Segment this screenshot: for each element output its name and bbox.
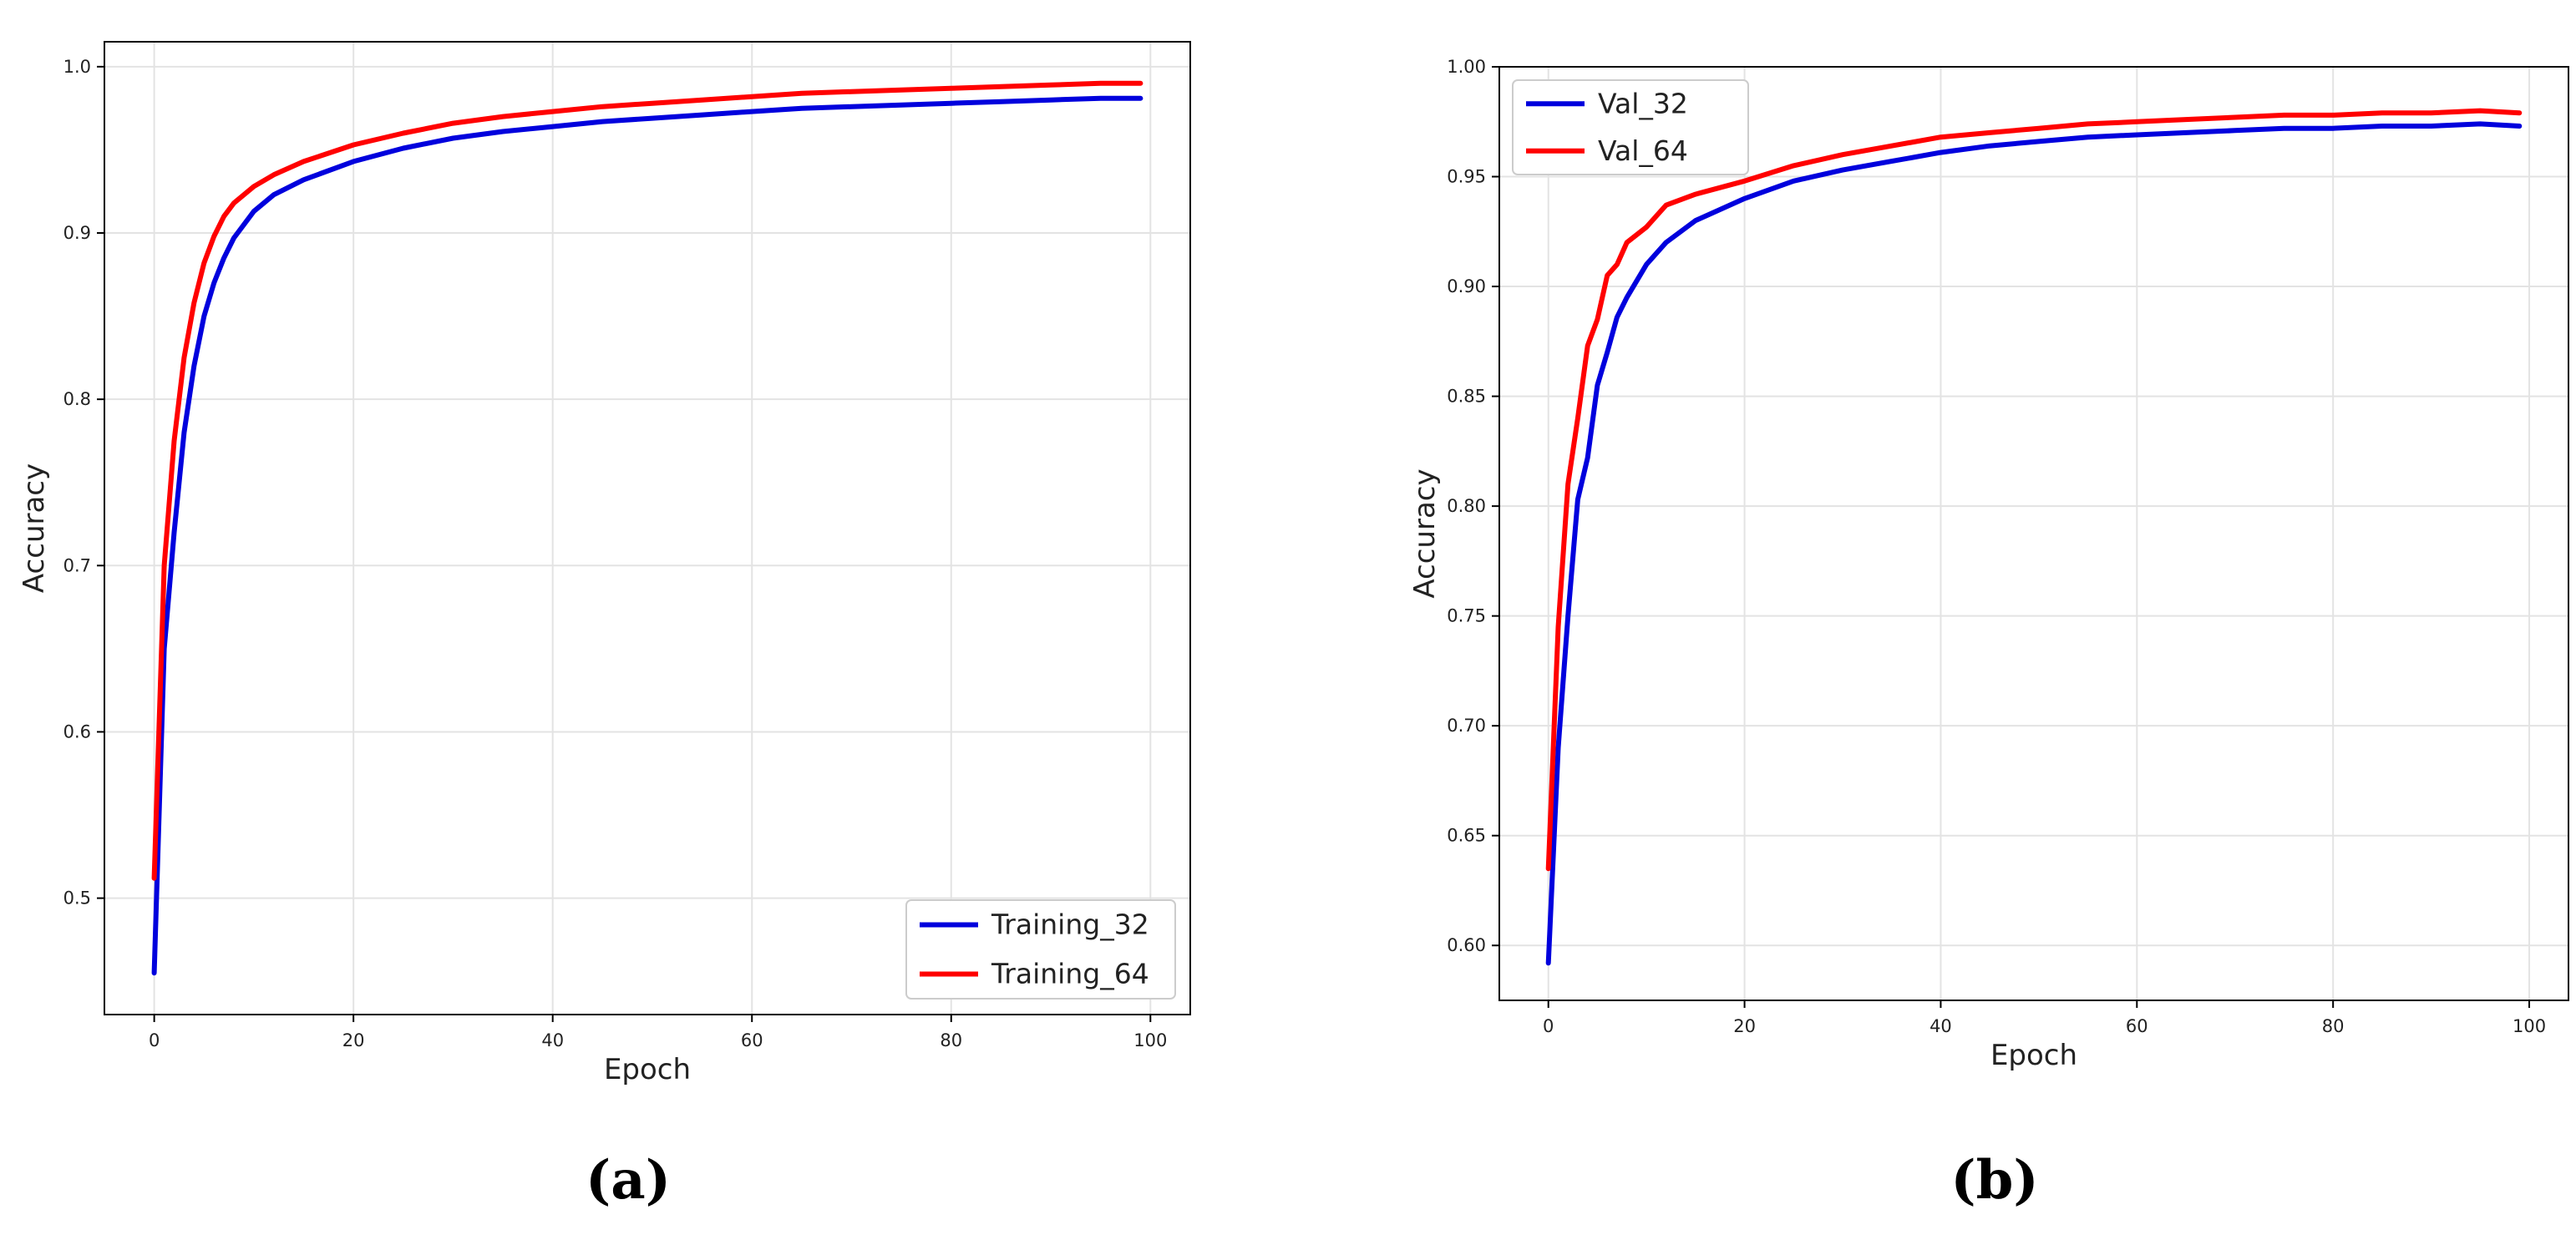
y-tick-label: 0.60 xyxy=(1447,935,1486,955)
legend-a: Training_32 Training_64 xyxy=(905,899,1176,1000)
legend-entry: Training_64 xyxy=(991,958,1149,990)
x-tick-label: 0 xyxy=(149,1030,160,1050)
caption-b: (b) xyxy=(1950,1149,2038,1212)
x-tick-label: 80 xyxy=(2322,1016,2345,1036)
y-tick-label: 0.8 xyxy=(63,389,91,409)
x-tick-label: 20 xyxy=(1733,1016,1756,1036)
y-tick-label: 0.90 xyxy=(1447,276,1486,296)
y-tick-label: 0.65 xyxy=(1447,826,1486,846)
x-tick-label: 100 xyxy=(2513,1016,2546,1036)
y-tick-label: 0.80 xyxy=(1447,496,1486,516)
plot-frame-a xyxy=(104,41,1191,1015)
plot-frame-b xyxy=(1498,66,2569,1001)
x-axis-label: Epoch xyxy=(604,1053,691,1086)
x-tick-label: 60 xyxy=(741,1030,763,1050)
y-tick-label: 0.75 xyxy=(1447,606,1486,626)
legend-b: Val_32 Val_64 xyxy=(1512,79,1749,175)
legend-entry: Val_32 xyxy=(1598,87,1688,119)
x-tick-label: 0 xyxy=(1543,1016,1554,1036)
series-line-training-64 xyxy=(151,80,1143,881)
x-tick-label: 40 xyxy=(541,1030,564,1050)
y-axis-label: Accuracy xyxy=(1408,468,1442,598)
chart-panel-a: 0 20 40 60 80 100 0.5 0.6 0.7 0.8 0.9 1.0 Epoch Accur… xyxy=(18,41,1191,1086)
y-tick-label: 1.00 xyxy=(1447,57,1486,77)
x-tick-label: 20 xyxy=(342,1030,365,1050)
series-line-val-64 xyxy=(1545,108,2523,872)
series-line-val-32 xyxy=(1545,121,2523,966)
chart-panel-b: 0 20 40 60 80 100 0.60 0.65 0.70 0.75 0.80 0.85 0.90… xyxy=(1408,57,2569,1072)
x-tick-label: 80 xyxy=(940,1030,962,1050)
caption-a: (a) xyxy=(586,1149,671,1212)
y-tick-label: 0.5 xyxy=(63,888,91,909)
y-axis-label: Accuracy xyxy=(18,463,51,593)
legend-entry: Training_32 xyxy=(991,909,1149,941)
y-tick-label: 0.70 xyxy=(1447,716,1486,736)
y-tick-label: 0.6 xyxy=(63,721,91,742)
x-tick-label: 60 xyxy=(2126,1016,2148,1036)
x-tick-label: 100 xyxy=(1133,1030,1167,1050)
y-tick-label: 1.0 xyxy=(63,57,91,77)
y-tick-label: 0.95 xyxy=(1447,167,1486,187)
series-line-training-32 xyxy=(151,95,1143,976)
y-tick-label: 0.9 xyxy=(63,223,91,243)
y-tick-label: 0.85 xyxy=(1447,387,1486,407)
legend-entry: Val_64 xyxy=(1598,134,1688,167)
x-tick-label: 40 xyxy=(1929,1016,1952,1036)
y-tick-label: 0.7 xyxy=(63,555,91,575)
x-axis-label: Epoch xyxy=(1990,1039,2077,1072)
